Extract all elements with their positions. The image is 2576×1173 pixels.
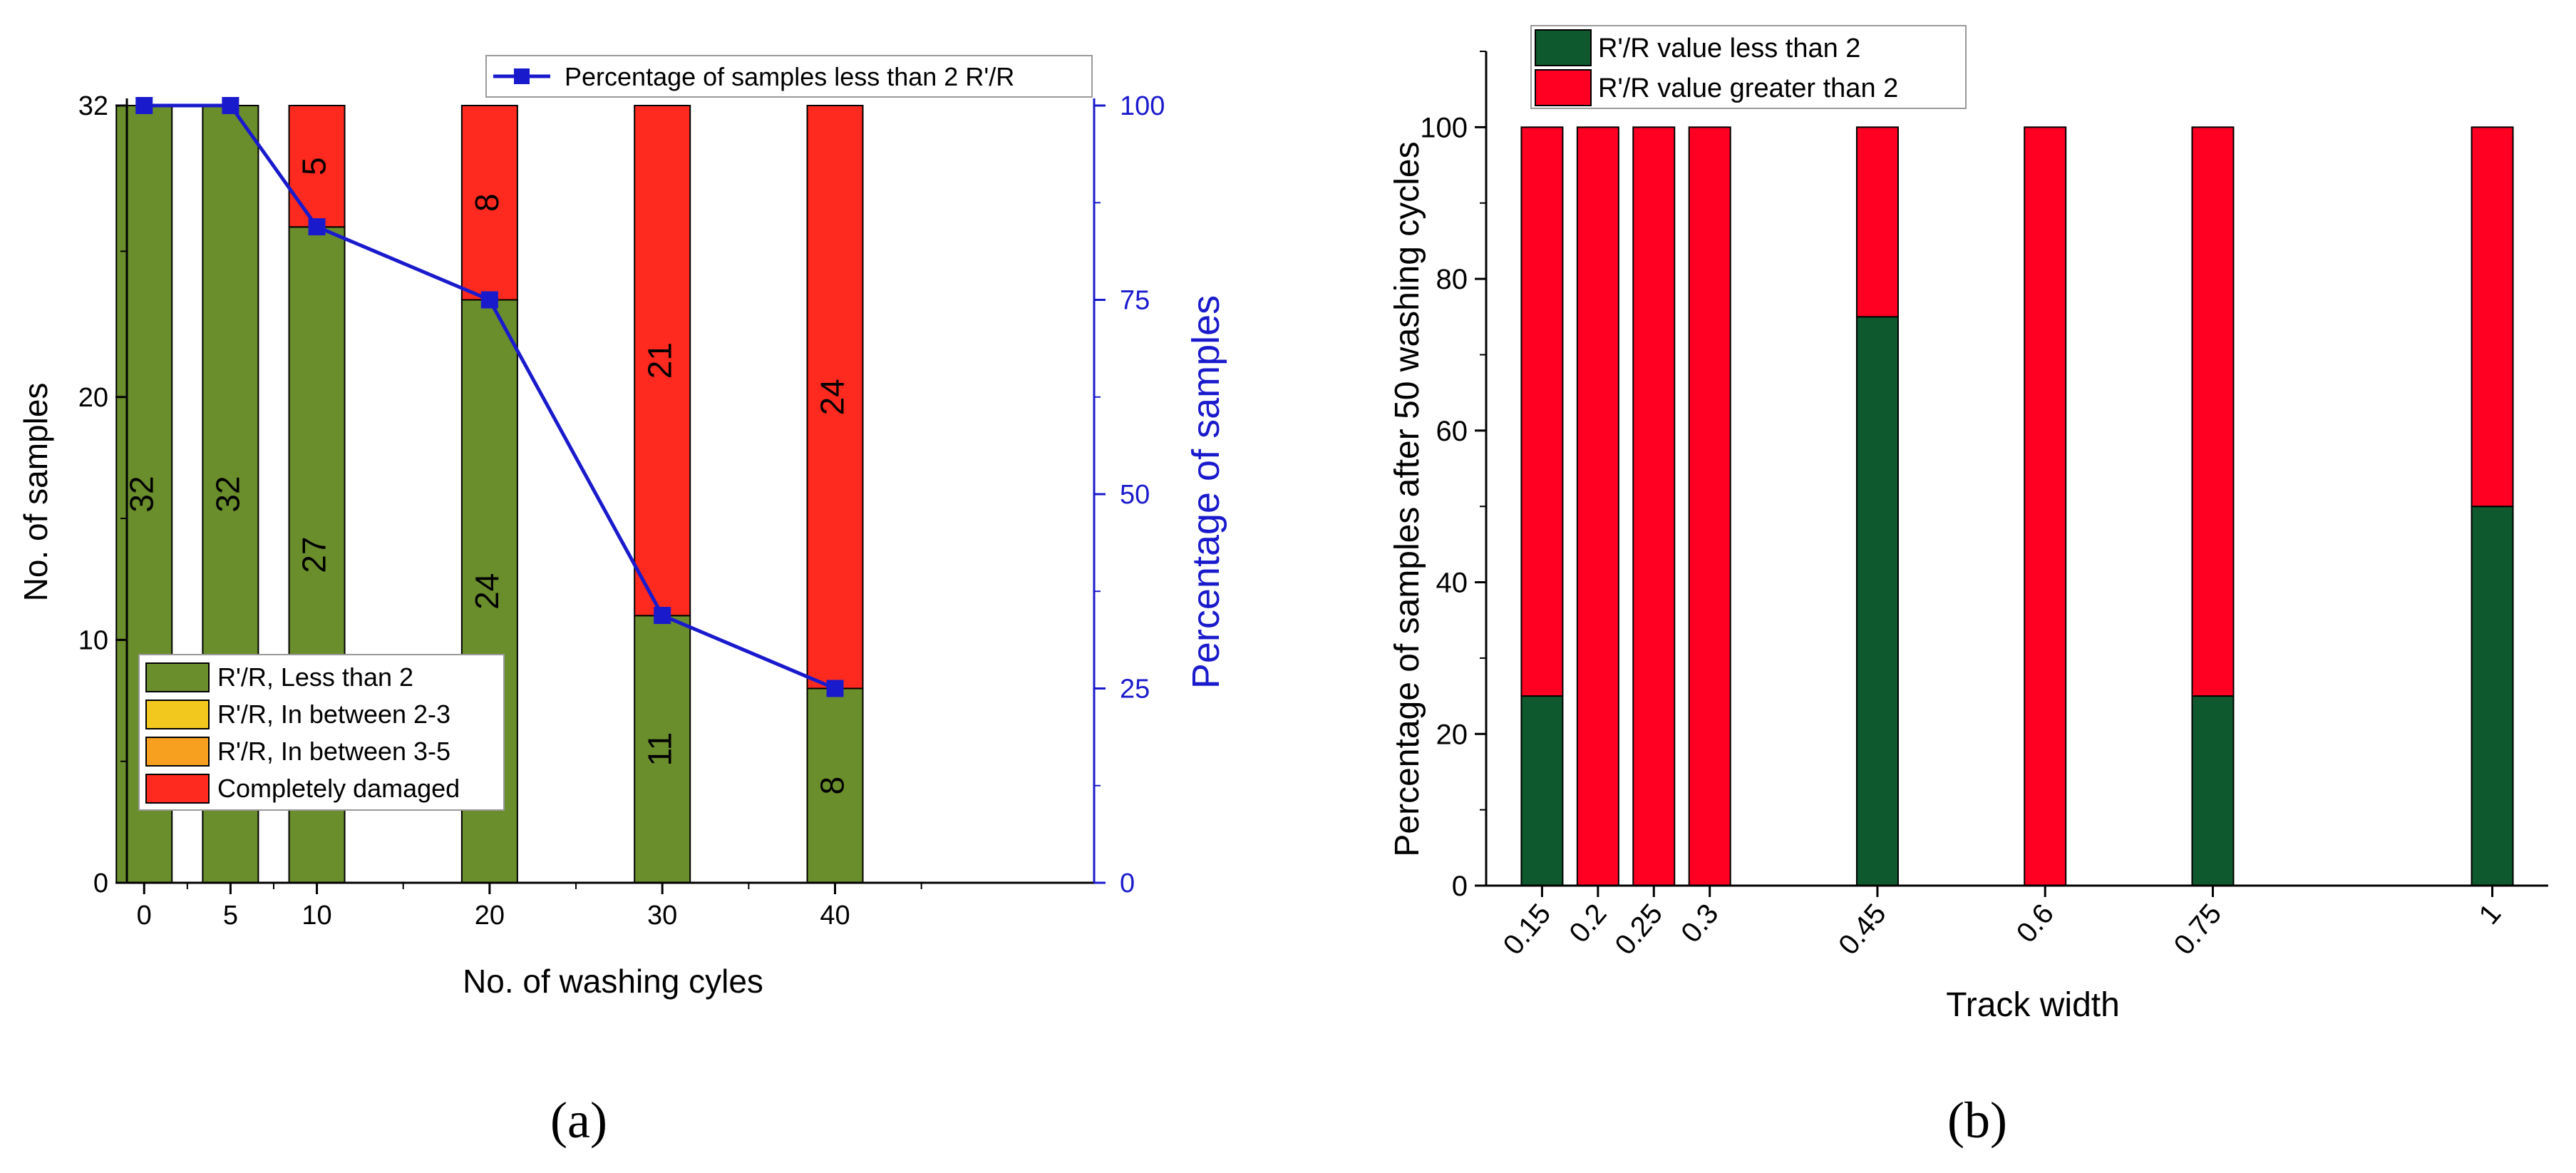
panel-b-y-tick-label-0: 0 [1452,871,1468,902]
bar-label-a-s3-30: 21 [641,342,678,379]
panel-a-line-legend-label: Percentage of samples less than 2 R'/R [565,62,1014,91]
panel-a-x-axis-title: No. of washing cyles [463,963,763,1000]
panel-b-x-tick-label-0.15: 0.15 [1498,898,1557,961]
panel-b-legend-box [1530,25,1967,109]
bar-label-a-s3-40: 24 [814,379,851,415]
panel-b-legend: R'/R value less than 2 R'/R value greate… [1530,25,1967,109]
panel-b-x-axis-title: Track width [1946,986,2120,1024]
panel-b-x-tick-label-0.3: 0.3 [1675,898,1724,949]
legend-swatch-between-2-3 [145,700,210,729]
panel-b-y-tick-label-60: 60 [1436,416,1468,447]
legend-swatch-b-greater-than-2 [1535,69,1592,106]
panel-a-line-point-30 [654,607,671,625]
panel-b-x-tick-label-0.25: 0.25 [1609,898,1669,961]
bar-a-s3-30 [634,105,691,617]
panel-b-y-tick-label-40: 40 [1436,568,1468,599]
panel-a-y2-axis-title: Percentage of samples [1185,295,1227,689]
panel-a-line-point-10 [308,218,326,236]
legend-swatch-b-less-than-2 [1535,29,1592,66]
legend-label-completely-damaged: Completely damaged [217,774,460,803]
bar-label-a-s3-10: 5 [296,157,333,175]
panel-a-line-legend-marker [514,68,530,84]
legend-swatch-between-3-5 [145,737,210,767]
panel-b-x-tick-label-0.6: 0.6 [2011,898,2060,949]
bar-b-s1-0.25 [1632,126,1676,886]
panel-b-x-tick-label-0.2: 0.2 [1563,898,1612,949]
panel-a-line-point-0 [135,97,153,114]
bar-a-s3-40 [806,105,864,690]
legend-swatch-less-than-2 [145,662,210,692]
bar-a-s3-20 [460,105,518,301]
bar-b-s1-0.3 [1688,126,1731,886]
panel-a-bar-legend: R'/R, Less than 2 R'/R, In between 2-3 R… [138,654,505,811]
legend-swatch-completely-damaged [145,774,210,804]
panel-a-line-point-40 [826,680,844,697]
panel-a-x-tick-label-20: 20 [475,901,505,931]
panel-a-bar-labels: 32 32 27 5 24 8 11 21 8 24 [123,157,850,794]
panel-a-y2-tick-label-0: 0 [1120,869,1135,898]
panel-b-y-tick-label-20: 20 [1436,719,1468,750]
panel-b-chart: 0 20 40 60 80 100 0.15 0.20.25 0.3 0.45 0.6 0.75 1 T… [1389,25,2548,1149]
panel-a-axes: 0 5 10 20 30 40 0 10 20 32 0 25 50 75 100 [78,91,1165,931]
panel-b-y-tick-label-100: 100 [1420,112,1468,143]
panel-b-y-tick-label-80: 80 [1436,264,1468,295]
panel-a-line-legend-box [485,55,1093,98]
legend-label-b-less-than-2: R'/R value less than 2 [1598,34,1860,63]
bar-b-s0-0.75 [2191,695,2235,886]
panel-a-x-tick-label-40: 40 [820,901,850,931]
bar-b-s1-1 [2471,126,2514,508]
panel-b-x-tick-label-0.45: 0.45 [1833,898,1892,961]
legend-label-b-greater-than-2: R'/R value greater than 2 [1598,73,1898,103]
panel-a-x-tick-label-0: 0 [137,901,152,931]
panel-a-x-tick-label-5: 5 [223,901,238,931]
bar-label-a-s0-0: 32 [123,476,160,512]
panel-b-x-tick-label-0.75: 0.75 [2168,898,2228,961]
bar-b-s1-0.6 [2024,126,2067,886]
panel-a-y-tick-label-10: 10 [78,625,108,655]
panel-b-caption: (b) [1947,1092,2007,1149]
bar-b-s1-0.45 [1855,126,1899,318]
panel-a-x-tick-label-10: 10 [302,901,331,931]
panel-a-percentage-line [135,97,844,697]
panel-a-y-tick-label-0: 0 [93,869,108,898]
bar-b-s1-0.15 [1520,126,1564,697]
panel-a-line-point-5 [222,97,239,114]
panel-a-caption: (a) [550,1092,607,1149]
panel-a-y-tick-label-32: 32 [78,91,108,121]
legend-label-between-2-3: R'/R, In between 2-3 [217,700,450,729]
bar-label-a-s3-20: 8 [468,193,505,212]
panel-a-y2-tick-label-25: 25 [1120,675,1150,705]
bar-label-a-s0-40: 8 [814,777,851,795]
panel-a-y2-tick-label-75: 75 [1120,286,1150,316]
panel-b-x-tick-label-1: 1 [2473,898,2507,931]
bar-b-s0-0.15 [1520,695,1564,886]
bar-label-a-s0-5: 32 [210,476,247,512]
panel-a-y2-tick-label-100: 100 [1120,91,1165,121]
bar-b-s1-0.2 [1576,126,1619,886]
panel-a-y-tick-label-20: 20 [78,383,108,413]
bar-label-a-s0-10: 27 [296,537,333,573]
panel-a-chart: 32 32 27 5 24 8 11 21 8 24 0 5 10 20 30 40 0 10 20 32 0 25 50… [17,55,1227,1149]
legend-label-less-than-2: R'/R, Less than 2 [217,662,413,692]
bar-b-s1-0.75 [2191,126,2235,697]
panel-a-line-path [144,103,836,690]
panel-b-y-axis-title: Percentage of samples after 50 washing c… [1389,141,1426,856]
panel-b-bars [1520,126,2514,887]
legend-label-between-3-5: R'/R, In between 3-5 [217,737,450,766]
bar-a-s3-10 [288,105,346,228]
panel-a-line-point-20 [480,291,498,309]
panel-a-y2-tick-label-50: 50 [1120,480,1150,510]
panel-a-x-tick-label-30: 30 [647,901,677,931]
bar-b-s0-0.45 [1855,316,1899,887]
bar-b-s0-1 [2471,506,2514,886]
panel-a-y-axis-title: No. of samples [17,383,54,602]
bar-label-a-s0-30: 11 [641,732,678,767]
bar-label-a-s0-20: 24 [468,573,505,610]
panel-a-line-legend: Percentage of samples less than 2 R'/R [485,55,1093,98]
